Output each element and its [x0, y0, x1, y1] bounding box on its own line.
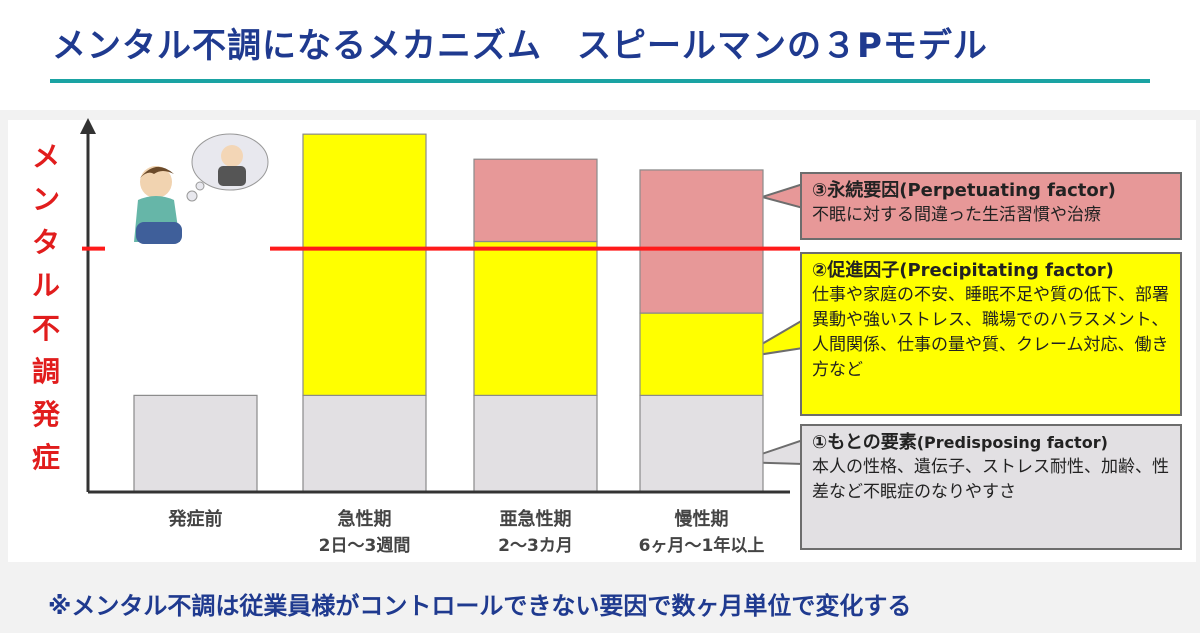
x-tick-label: 慢性期 [675, 508, 729, 530]
callout-predisposing-title: ①もとの要素(Predisposing factor) [812, 430, 1170, 455]
bar-segment-predisposing [639, 394, 764, 493]
x-tick-sublabel: 2日〜3週間 [319, 536, 411, 556]
y-axis-label-char: ン [31, 183, 60, 216]
title-underline [50, 79, 1150, 83]
callout-perpetuating-text: 不眠に対する間違った生活習慣や治療 [812, 205, 1101, 225]
person-hair [140, 166, 174, 178]
callout-predisposing: ①もとの要素(Predisposing factor) 本人の性格、遺伝子、スト… [800, 424, 1182, 550]
y-axis-label-char: 不 [31, 312, 60, 345]
header: メンタル不調になるメカニズム スピールマンの３Pモデル [0, 0, 1200, 110]
y-axis-label-char: タ [31, 226, 60, 259]
x-tick-sublabel: 6ヶ月〜1年以上 [639, 535, 765, 556]
callout-precipitating-text: 仕事や家庭の不安、睡眠不足や質の低下、部署異動や強いストレス、職場でのハラスメン… [812, 285, 1169, 380]
y-axis-arrow [80, 118, 96, 134]
callout-precipitating-title: ②促進因子(Precipitating factor) [812, 260, 1114, 281]
person-legs [136, 222, 182, 244]
bar-segment-predisposing [473, 394, 598, 493]
person-face [140, 166, 172, 198]
bar-segment-predisposing [302, 394, 427, 493]
callout-perpetuating-title: ③永続要因(Perpetuating factor) [812, 180, 1116, 201]
y-axis-label-char: 症 [31, 441, 60, 474]
y-axis-label-char: 発 [31, 398, 60, 431]
callout-predisposing-text: 本人の性格、遺伝子、ストレス耐性、加齢、性差など不眠症のなりやすさ [812, 457, 1169, 502]
footer-note: ※メンタル不調は従業員様がコントロールできない要因で数ヶ月単位で変化する [48, 592, 912, 620]
bar-segment-precipitating [473, 240, 598, 396]
page-title: メンタル不調になるメカニズム スピールマンの３Pモデル [52, 26, 988, 66]
bar-segment-perpetuating [639, 169, 764, 314]
bar-segment-precipitating [639, 312, 764, 396]
bar-segment-precipitating [302, 133, 427, 396]
callout-predisposing-title-en: (Predisposing factor) [916, 433, 1108, 452]
x-tick-label: 急性期 [338, 508, 392, 530]
y-axis-label-char: ル [31, 269, 60, 302]
x-tick-label: 亜急性期 [500, 508, 572, 530]
bar-segment-perpetuating [473, 158, 598, 243]
callout-perpetuating: ③永続要因(Perpetuating factor) 不眠に対する間違った生活習… [800, 172, 1182, 240]
y-axis-label-char: 調 [31, 355, 60, 388]
boss-suit [218, 166, 246, 186]
y-axis-label-char: メ [31, 140, 60, 173]
y-axis-label: メンタル不調発症 [26, 135, 66, 479]
bar-segment-predisposing [133, 394, 258, 493]
callout-predisposing-title-ja: ①もとの要素 [812, 432, 917, 453]
boss-face [221, 145, 243, 167]
x-tick-label: 発症前 [168, 508, 223, 530]
callout-perpetuating-pointer [758, 182, 804, 210]
callout-precipitating: ②促進因子(Precipitating factor) 仕事や家庭の不安、睡眠不… [800, 252, 1182, 416]
stressed-person-illustration [134, 133, 269, 244]
x-tick-sublabel: 2〜3カ月 [498, 536, 573, 556]
